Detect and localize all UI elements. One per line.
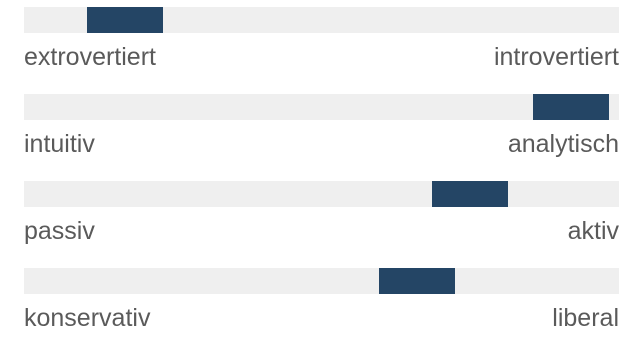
scale-track	[24, 94, 619, 120]
scale-track	[24, 181, 619, 207]
scale-marker	[533, 94, 610, 120]
scale-extrovert-introvert: extrovertiert introvertiert	[24, 7, 619, 94]
personality-scales: extrovertiert introvertiert intuitiv ana…	[24, 7, 619, 355]
scale-track	[24, 7, 619, 33]
scale-conservative-liberal: konservativ liberal	[24, 268, 619, 355]
scale-track	[24, 268, 619, 294]
scale-left-label: passiv	[24, 217, 95, 245]
scale-right-label: analytisch	[507, 130, 619, 158]
scale-right-label: liberal	[552, 304, 619, 332]
scale-marker	[432, 181, 509, 207]
scale-left-label: extrovertiert	[24, 43, 156, 71]
scale-marker	[378, 268, 455, 294]
scale-left-label: intuitiv	[24, 130, 95, 158]
scale-right-label: introvertiert	[493, 43, 619, 71]
scale-left-label: konservativ	[24, 304, 151, 332]
scale-right-label: aktiv	[567, 217, 619, 245]
scale-passive-active: passiv aktiv	[24, 181, 619, 268]
scale-intuitive-analytic: intuitiv analytisch	[24, 94, 619, 181]
scale-marker	[87, 7, 164, 33]
